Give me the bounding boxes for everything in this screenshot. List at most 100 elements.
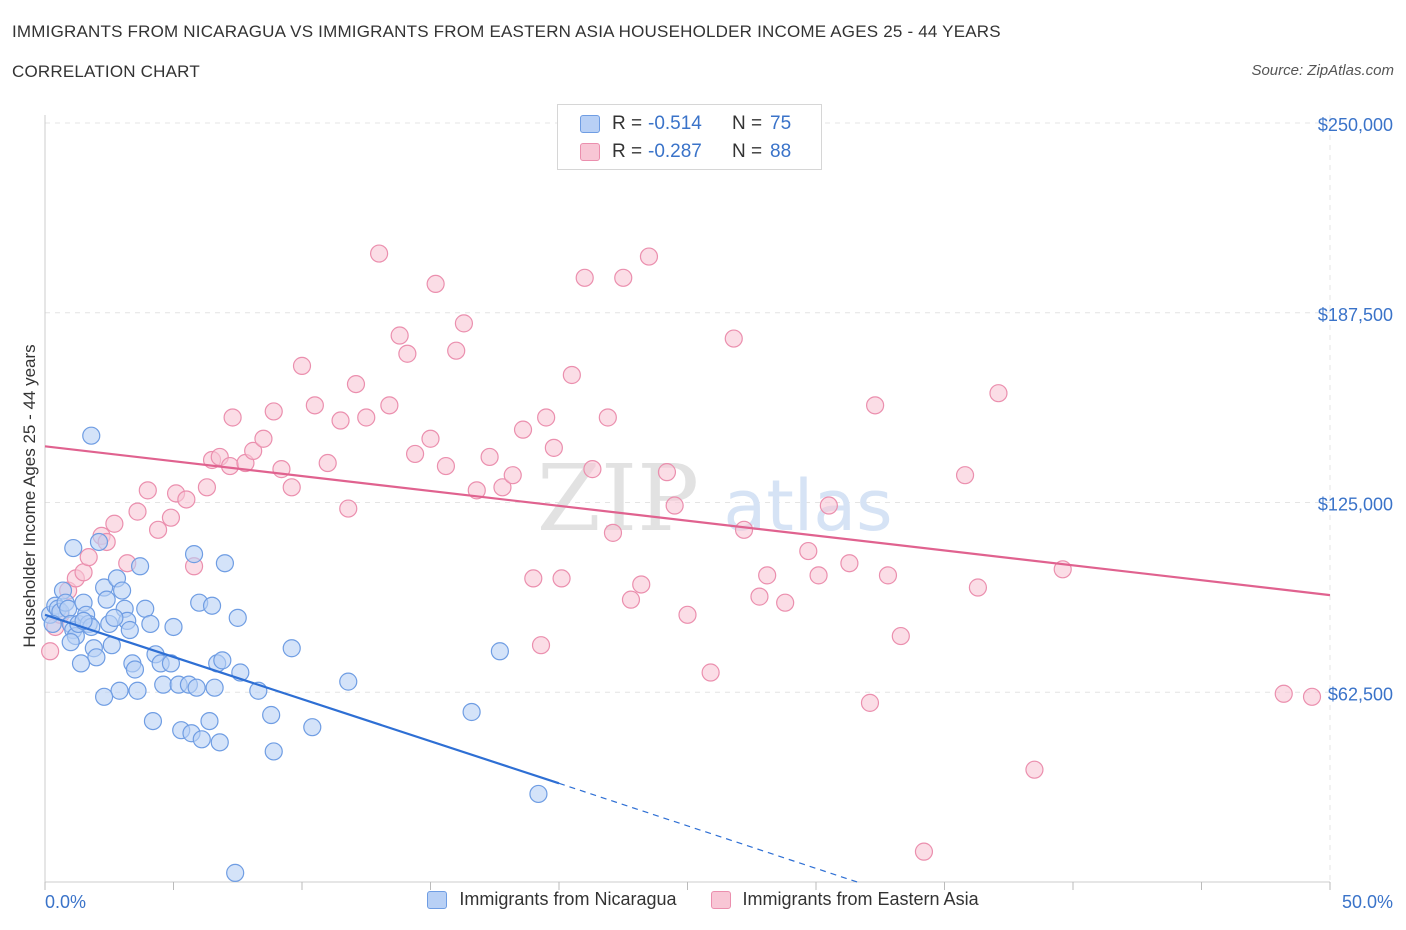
nicaragua-point-60 bbox=[228, 608, 247, 627]
series-legend: Immigrants from Nicaragua Immigrants fro… bbox=[0, 889, 1406, 910]
eastasia-point-76 bbox=[819, 496, 838, 515]
nicaragua-point-19 bbox=[64, 538, 83, 558]
nicaragua-point-73 bbox=[105, 608, 124, 627]
legend-item-eastasia[interactable]: Immigrants from Eastern Asia bbox=[710, 889, 979, 910]
legend-n-label: N = bbox=[732, 113, 763, 134]
nicaragua-point-51 bbox=[192, 730, 211, 749]
chart-title: IMMIGRANTS FROM NICARAGUA VS IMMIGRANTS … bbox=[12, 22, 1001, 41]
eastasia-point-85 bbox=[989, 384, 1008, 403]
nicaragua-point-70 bbox=[529, 784, 548, 804]
eastasia-point-64 bbox=[639, 247, 659, 266]
eastasia-points bbox=[41, 244, 1322, 861]
eastasia-point-61 bbox=[614, 268, 633, 287]
eastasia-point-49 bbox=[503, 466, 522, 485]
nicaragua-point-34 bbox=[110, 681, 129, 700]
legend-item-nicaragua[interactable]: Immigrants from Nicaragua bbox=[427, 889, 677, 910]
nicaragua-point-42 bbox=[143, 711, 163, 731]
eastasia-point-6 bbox=[79, 548, 98, 567]
eastasia-point-52 bbox=[531, 636, 551, 655]
legend-n-value-nicaragua: 75 bbox=[770, 113, 792, 134]
nicaragua-point-18 bbox=[71, 654, 91, 673]
eastasia-point-62 bbox=[621, 590, 641, 609]
eastasia-point-35 bbox=[357, 408, 376, 427]
eastasia-point-39 bbox=[398, 344, 417, 363]
eastasia-point-33 bbox=[339, 499, 358, 518]
eastasia-point-80 bbox=[878, 566, 898, 585]
eastasia-point-53 bbox=[537, 408, 556, 427]
eastasia-point-25 bbox=[254, 429, 273, 448]
nicaragua-point-36 bbox=[130, 557, 150, 576]
eastasia-point-66 bbox=[665, 496, 684, 515]
source-credit: Source: ZipAtlas.com bbox=[1251, 62, 1394, 79]
eastasia-point-75 bbox=[809, 566, 828, 585]
nicaragua-point-10 bbox=[61, 633, 80, 652]
nicaragua-point-48 bbox=[184, 545, 204, 564]
nicaragua-point-66 bbox=[303, 718, 322, 737]
eastasia-point-71 bbox=[750, 587, 769, 606]
legend-row-eastasia: R = -0.287 N = 88 bbox=[580, 140, 791, 164]
eastasia-point-40 bbox=[405, 444, 425, 464]
trend-line-nicaragua-extension bbox=[558, 782, 858, 883]
eastasia-point-77 bbox=[840, 554, 859, 573]
eastasia-point-81 bbox=[891, 626, 910, 646]
nicaragua-point-30 bbox=[120, 620, 139, 640]
nicaragua-point-21 bbox=[89, 532, 109, 552]
eastasia-point-41 bbox=[421, 429, 440, 448]
nicaragua-point-32 bbox=[125, 660, 145, 679]
eastasia-point-45 bbox=[454, 314, 474, 333]
legend-label-nicaragua: Immigrants from Nicaragua bbox=[459, 889, 677, 909]
nicaragua-point-58 bbox=[213, 651, 232, 670]
eastasia-point-83 bbox=[955, 466, 975, 485]
legend-label-eastasia: Immigrants from Eastern Asia bbox=[742, 889, 979, 909]
eastasia-point-38 bbox=[390, 326, 409, 345]
nicaragua-point-64 bbox=[264, 742, 283, 761]
nicaragua-point-65 bbox=[282, 639, 301, 658]
eastasia-point-73 bbox=[776, 593, 795, 612]
nicaragua-point-38 bbox=[141, 614, 160, 634]
nicaragua-point-63 bbox=[262, 705, 281, 725]
eastasia-point-11 bbox=[128, 502, 147, 521]
nicaragua-point-20 bbox=[82, 426, 101, 445]
chart-subtitle: CORRELATION CHART bbox=[12, 62, 200, 81]
eastasia-point-48 bbox=[493, 478, 512, 497]
eastasia-point-44 bbox=[447, 341, 466, 360]
trend-line-nicaragua bbox=[44, 613, 560, 785]
tick-labels: $62,500 $125,000 $187,500 $250,000 0.0% 50.0% bbox=[45, 115, 1393, 912]
legend-r-value-nicaragua: -0.514 bbox=[648, 113, 702, 134]
eastasia-point-86 bbox=[1025, 760, 1044, 779]
trend-lines bbox=[44, 445, 1331, 883]
nicaragua-point-53 bbox=[200, 711, 219, 731]
axes bbox=[44, 115, 1331, 890]
nicaragua-point-43 bbox=[161, 654, 181, 673]
eastasia-point-50 bbox=[513, 420, 533, 439]
eastasia-point-88 bbox=[1274, 684, 1293, 703]
nicaragua-point-55 bbox=[205, 678, 224, 697]
eastasia-point-30 bbox=[305, 396, 324, 415]
eastasia-point-36 bbox=[370, 244, 389, 263]
nicaragua-point-44 bbox=[164, 617, 183, 637]
nicaragua-point-35 bbox=[95, 687, 114, 706]
nicaragua-point-68 bbox=[462, 702, 481, 722]
eastasia-point-55 bbox=[552, 569, 571, 588]
eastasia-point-29 bbox=[292, 356, 312, 375]
eastasia-point-59 bbox=[598, 408, 617, 427]
nicaragua-point-6 bbox=[59, 599, 78, 618]
nicaragua-point-33 bbox=[128, 681, 147, 700]
eastasia-point-82 bbox=[914, 842, 934, 861]
eastasia-point-43 bbox=[436, 456, 456, 476]
nicaragua-point-17 bbox=[87, 648, 106, 667]
eastasia-point-79 bbox=[866, 396, 885, 415]
nicaragua-point-57 bbox=[210, 733, 229, 752]
eastasia-point-67 bbox=[678, 605, 697, 624]
x-tick-label-max: 50.0% bbox=[1342, 892, 1393, 912]
nicaragua-point-23 bbox=[97, 590, 116, 609]
eastasia-point-32 bbox=[331, 411, 350, 430]
eastasia-point-9 bbox=[105, 514, 124, 533]
eastasia-point-68 bbox=[701, 663, 720, 682]
eastasia-point-57 bbox=[575, 268, 594, 287]
y-tick-label-0: $62,500 bbox=[1328, 684, 1393, 704]
legend-row-nicaragua: R = -0.514 N = 75 bbox=[580, 112, 791, 136]
eastasia-point-58 bbox=[583, 460, 602, 479]
nicaragua-point-69 bbox=[490, 642, 509, 661]
